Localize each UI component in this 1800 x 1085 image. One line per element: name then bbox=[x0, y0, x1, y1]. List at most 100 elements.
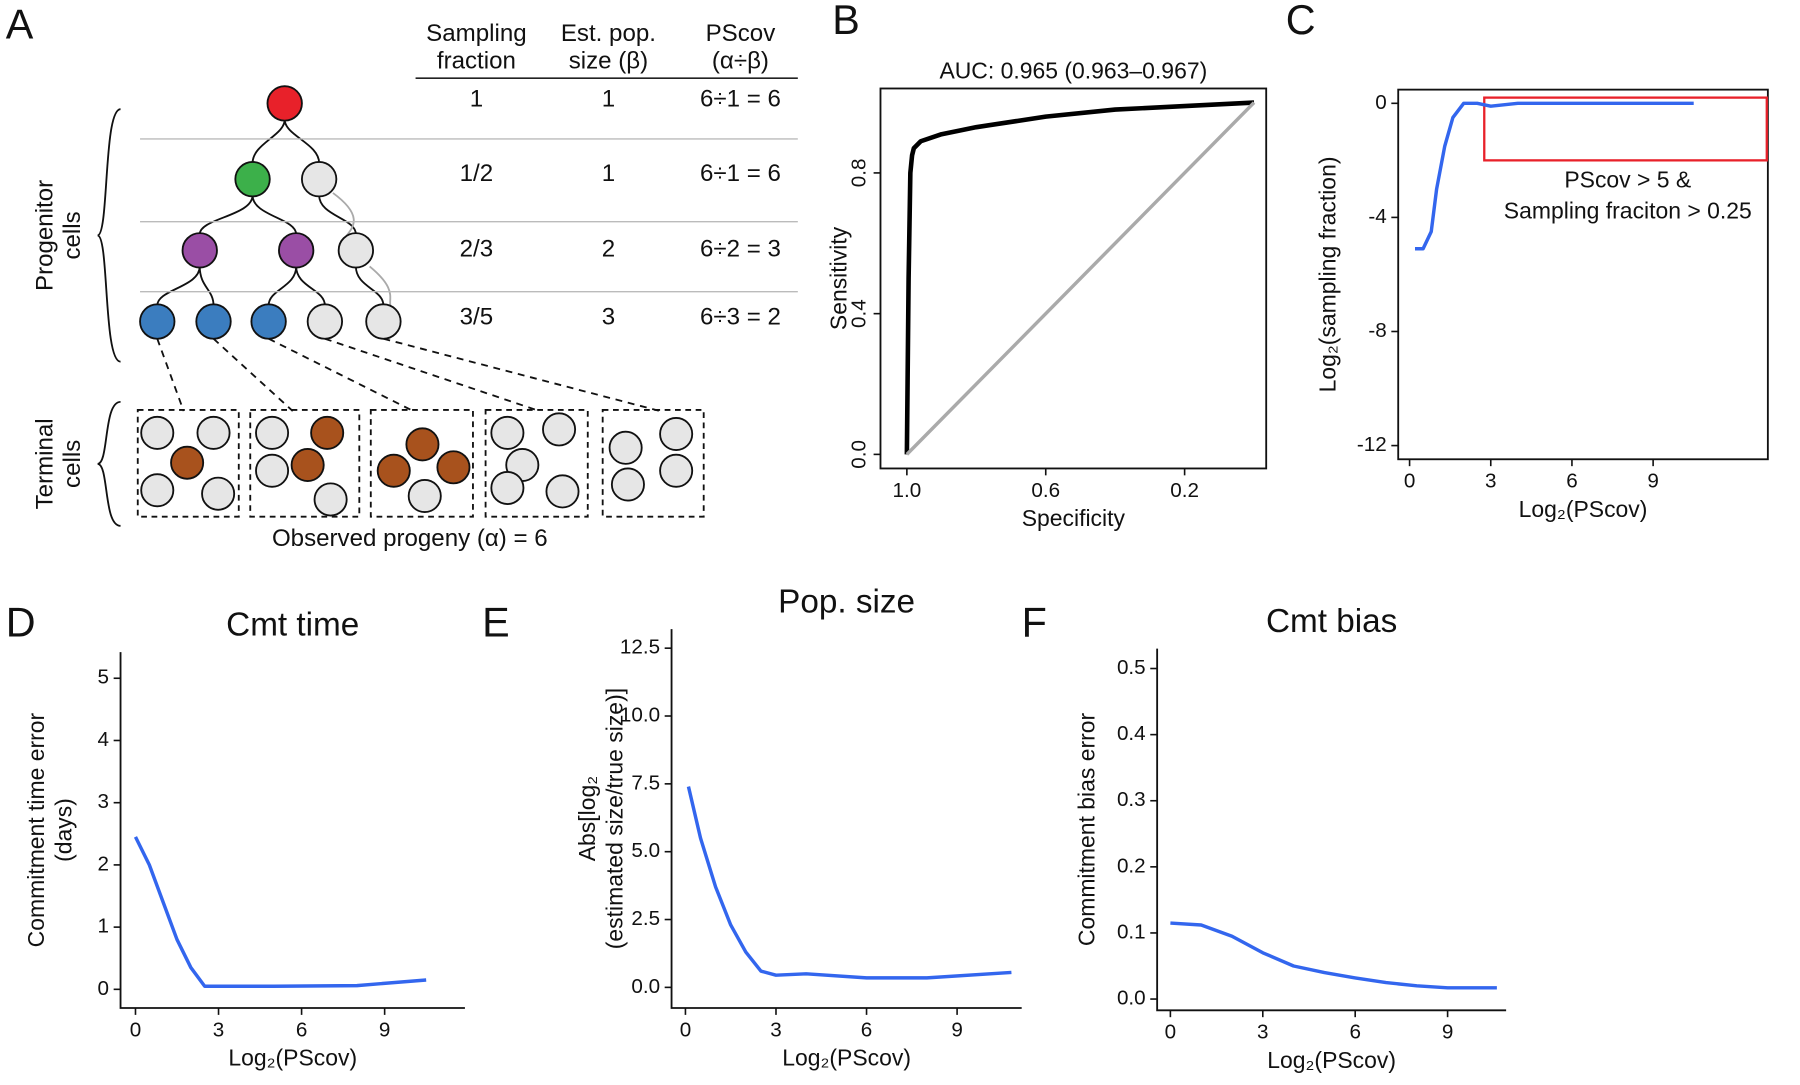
y-tick-label: 4 bbox=[98, 728, 110, 751]
y-tick-label: 0.8 bbox=[847, 159, 870, 188]
cell bbox=[266, 85, 303, 122]
table-cell: 6÷1 = 6 bbox=[700, 160, 781, 187]
cell bbox=[140, 415, 175, 450]
axis-lines bbox=[119, 652, 465, 1009]
table-cell: 6÷3 = 2 bbox=[700, 303, 781, 330]
table-cell: 6÷2 = 3 bbox=[700, 236, 781, 263]
group-label: cells bbox=[59, 211, 86, 259]
x-tick-label: 9 bbox=[1442, 1021, 1454, 1044]
cells bbox=[139, 85, 694, 517]
y-tick-label: 0.3 bbox=[1117, 788, 1146, 811]
y-axis-label: Commitment time error bbox=[23, 712, 49, 947]
x-axis-label: Log₂(PScov) bbox=[1267, 1047, 1396, 1073]
x-tick-label: 3 bbox=[1485, 470, 1497, 493]
chart-title: Cmt time bbox=[226, 607, 359, 644]
axis-lines bbox=[670, 629, 1022, 1009]
cell bbox=[490, 415, 525, 450]
cell bbox=[255, 415, 290, 450]
fit-line bbox=[1170, 921, 1497, 990]
tree-edges bbox=[156, 119, 385, 306]
x-tick-label: 6 bbox=[861, 1018, 872, 1041]
y-tick-label: 0 bbox=[1375, 91, 1387, 114]
annotation: PScov > 5 & bbox=[1564, 167, 1691, 193]
table-cell: 1 bbox=[470, 85, 483, 112]
cell bbox=[196, 415, 231, 450]
table-cell: 2 bbox=[602, 236, 615, 263]
x-tick-label: 0 bbox=[680, 1018, 692, 1041]
panel-label: C bbox=[1286, 0, 1316, 43]
group-label: Progenitor bbox=[31, 180, 58, 291]
cell bbox=[610, 467, 645, 502]
y-tick-label: 0.0 bbox=[631, 975, 660, 998]
cell bbox=[139, 303, 176, 340]
progeny-links bbox=[156, 337, 661, 412]
y-tick-label: -4 bbox=[1368, 205, 1386, 228]
y-axis-label: Abs[log₂ bbox=[574, 776, 600, 861]
cell bbox=[250, 303, 287, 340]
y-tick-label: 0.4 bbox=[1117, 722, 1146, 745]
y-axis-label: Sensitivity bbox=[825, 226, 851, 330]
x-tick-label: 9 bbox=[951, 1018, 963, 1041]
cell bbox=[170, 445, 205, 480]
y-tick-label: 0.0 bbox=[847, 440, 870, 469]
fit-line bbox=[133, 836, 427, 988]
y-tick-label: 7.5 bbox=[631, 771, 660, 794]
progeny-boxes bbox=[136, 408, 705, 518]
x-axis-label: Log₂(PScov) bbox=[782, 1045, 911, 1071]
y-tick-label: -8 bbox=[1368, 319, 1386, 342]
table-cell: 1 bbox=[602, 85, 615, 112]
x-tick-label: 1.0 bbox=[893, 479, 922, 502]
y-tick-label: 2 bbox=[98, 852, 110, 875]
cell bbox=[436, 450, 471, 485]
x-tick-label: 6 bbox=[1566, 470, 1578, 493]
y-axis-label: Log₂(sampling fraction) bbox=[1314, 157, 1340, 393]
fit-line bbox=[904, 100, 1255, 455]
table-cell: 1 bbox=[602, 160, 615, 187]
y-tick-label: 0.4 bbox=[847, 299, 870, 328]
y-tick-label: 1 bbox=[98, 915, 110, 938]
y-tick-label: 0.0 bbox=[1117, 987, 1146, 1010]
table-cell: 3/5 bbox=[460, 303, 494, 330]
y-tick-label: 0.1 bbox=[1117, 920, 1146, 943]
y-axis-label: (estimated size/true size)] bbox=[602, 688, 628, 949]
plot-frame bbox=[1397, 88, 1769, 461]
group-label: Terminal bbox=[31, 418, 58, 509]
cell bbox=[313, 482, 348, 517]
x-tick-label: 9 bbox=[1647, 470, 1659, 493]
panel-label: B bbox=[832, 0, 860, 43]
x-tick-label: 3 bbox=[213, 1018, 225, 1041]
cell bbox=[659, 453, 694, 488]
chart-title: Cmt bias bbox=[1266, 603, 1397, 640]
cell bbox=[659, 417, 694, 452]
cell bbox=[545, 474, 580, 509]
cell bbox=[278, 232, 315, 269]
column-header: Est. pop. bbox=[561, 20, 656, 47]
y-tick-label: 0 bbox=[98, 977, 110, 1000]
cell bbox=[376, 453, 411, 488]
x-axis-label: Log₂(PScov) bbox=[228, 1045, 357, 1071]
fit-line bbox=[905, 101, 1256, 456]
y-tick-label: 3 bbox=[98, 790, 110, 813]
x-tick-label: 0 bbox=[1165, 1021, 1177, 1044]
column-header: PScov bbox=[706, 20, 776, 47]
cell bbox=[306, 303, 344, 340]
row-lines bbox=[140, 138, 798, 293]
cell bbox=[405, 427, 440, 462]
cell bbox=[407, 479, 442, 513]
y-tick-label: 0.5 bbox=[1117, 656, 1146, 679]
x-tick-label: 0 bbox=[1404, 470, 1416, 493]
highlight-box bbox=[1483, 96, 1768, 162]
column-header: fraction bbox=[437, 47, 516, 74]
panel-label: D bbox=[6, 600, 36, 646]
cell bbox=[337, 232, 375, 269]
cell bbox=[234, 161, 271, 198]
cell bbox=[542, 412, 577, 447]
y-tick-label: 12.5 bbox=[620, 636, 660, 659]
cell bbox=[608, 430, 643, 465]
panel-label: F bbox=[1022, 600, 1047, 646]
fit-line bbox=[686, 786, 1012, 980]
column-header: Sampling bbox=[426, 20, 526, 47]
axis-lines bbox=[1156, 648, 1507, 1012]
cell bbox=[140, 473, 175, 508]
cell bbox=[310, 415, 345, 450]
